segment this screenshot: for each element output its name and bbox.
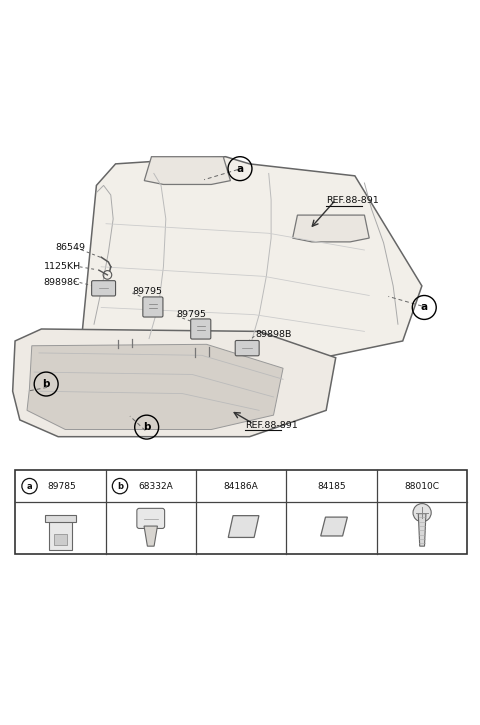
Text: 84186A: 84186A: [224, 481, 259, 491]
Text: REF.88-891: REF.88-891: [326, 196, 379, 205]
Polygon shape: [144, 526, 157, 546]
Text: b: b: [117, 481, 123, 491]
Circle shape: [413, 504, 431, 522]
Polygon shape: [82, 157, 422, 365]
Text: REF.88-891: REF.88-891: [245, 421, 298, 430]
Polygon shape: [144, 157, 230, 184]
Text: 89795: 89795: [177, 310, 207, 319]
Polygon shape: [12, 329, 336, 436]
Polygon shape: [321, 517, 348, 536]
Bar: [45, 515, 75, 522]
Text: a: a: [420, 302, 428, 312]
Text: 89795: 89795: [132, 287, 162, 297]
Text: 68332A: 68332A: [138, 481, 173, 491]
Polygon shape: [293, 215, 369, 242]
Text: a: a: [27, 481, 32, 491]
FancyBboxPatch shape: [235, 341, 259, 356]
Polygon shape: [418, 513, 426, 546]
Bar: [15, 471, 468, 554]
Text: 89785: 89785: [48, 481, 76, 491]
Bar: [54, 534, 67, 544]
FancyBboxPatch shape: [143, 297, 163, 317]
Text: 89898C: 89898C: [44, 278, 80, 286]
Text: 88010C: 88010C: [405, 481, 440, 491]
Text: 89898B: 89898B: [255, 331, 292, 339]
FancyBboxPatch shape: [191, 319, 211, 339]
Text: 84185: 84185: [317, 481, 346, 491]
FancyBboxPatch shape: [137, 508, 165, 529]
Polygon shape: [228, 515, 259, 537]
Text: a: a: [237, 164, 243, 174]
Text: 86549: 86549: [56, 243, 86, 252]
Polygon shape: [27, 344, 283, 429]
Text: b: b: [42, 379, 50, 389]
Text: 1125KH: 1125KH: [44, 262, 81, 271]
Text: b: b: [143, 422, 150, 432]
FancyBboxPatch shape: [92, 281, 116, 296]
Bar: [49, 521, 72, 550]
